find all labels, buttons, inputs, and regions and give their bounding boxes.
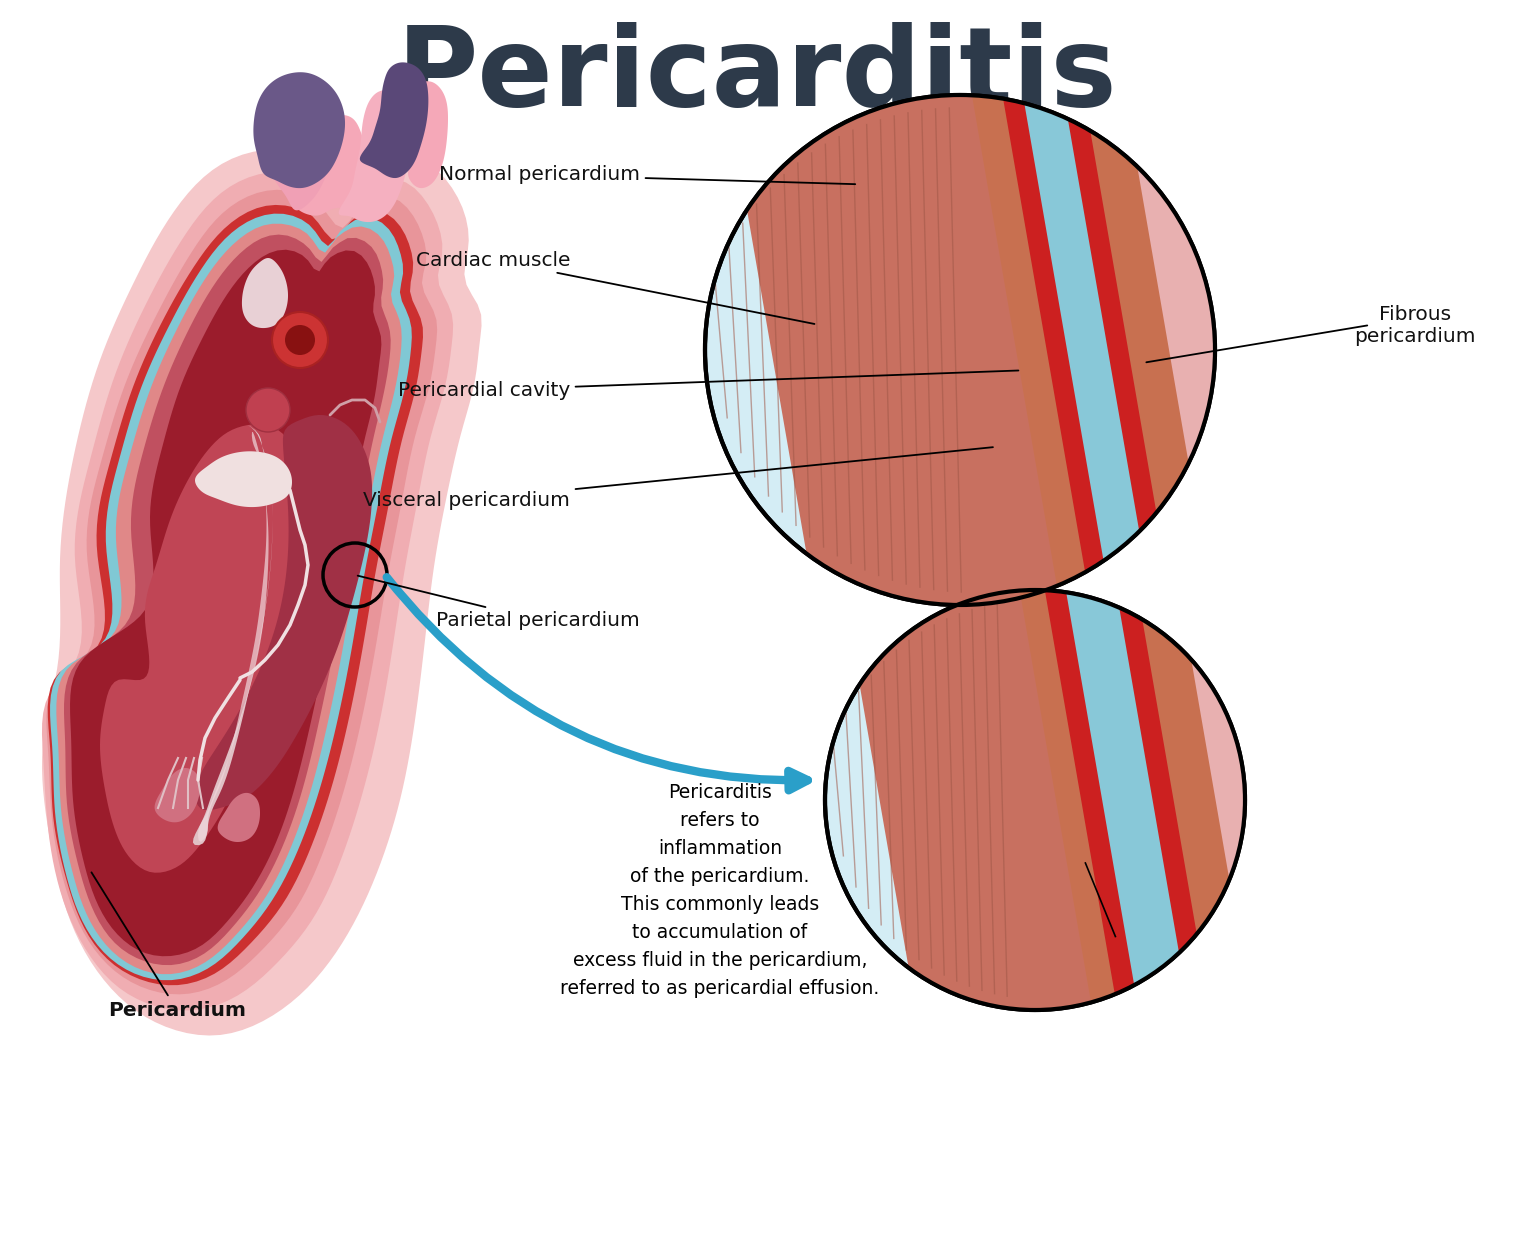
Polygon shape: [339, 89, 412, 222]
Polygon shape: [970, 273, 991, 350]
Polygon shape: [294, 116, 371, 216]
Polygon shape: [195, 451, 292, 507]
Text: Pericarditis
refers to
inflammation
of the pericardium.
This commonly leads
to a: Pericarditis refers to inflammation of t…: [561, 782, 880, 997]
Polygon shape: [195, 415, 373, 810]
Circle shape: [245, 388, 289, 432]
Polygon shape: [826, 484, 1127, 1115]
Polygon shape: [1042, 0, 1204, 733]
Text: Pericardium: Pericardium: [91, 872, 245, 1020]
Text: Parietal pericardium: Parietal pericardium: [358, 575, 639, 630]
Polygon shape: [1098, 484, 1236, 1115]
Polygon shape: [1062, 0, 1245, 733]
Polygon shape: [50, 214, 412, 980]
Polygon shape: [192, 425, 273, 846]
Polygon shape: [100, 425, 298, 873]
Polygon shape: [70, 250, 382, 956]
Polygon shape: [56, 224, 401, 974]
Polygon shape: [704, 0, 1103, 733]
Polygon shape: [198, 432, 268, 842]
Polygon shape: [1027, 484, 1165, 1115]
Polygon shape: [47, 190, 438, 995]
Circle shape: [826, 590, 1245, 1010]
Text: Pericarditis: Pericarditis: [397, 21, 1118, 128]
Polygon shape: [253, 72, 345, 188]
Polygon shape: [361, 62, 429, 178]
Polygon shape: [1001, 484, 1153, 1115]
Polygon shape: [218, 792, 261, 842]
Circle shape: [273, 312, 329, 368]
Text: Fibrous
pericardium: Fibrous pericardium: [1354, 304, 1476, 345]
Circle shape: [704, 94, 1215, 605]
Polygon shape: [42, 150, 482, 1036]
Polygon shape: [1047, 484, 1215, 1115]
Polygon shape: [408, 81, 448, 188]
Polygon shape: [64, 235, 391, 965]
Text: Pericardial cavity: Pericardial cavity: [398, 370, 1018, 400]
Polygon shape: [1120, 484, 1279, 1115]
Polygon shape: [1160, 484, 1354, 1115]
Polygon shape: [42, 171, 453, 1011]
Polygon shape: [980, 0, 1144, 733]
Text: Cardiac muscle: Cardiac muscle: [415, 251, 815, 324]
Polygon shape: [950, 0, 1133, 733]
Text: Normal pericardium: Normal pericardium: [439, 165, 856, 185]
Polygon shape: [1103, 0, 1347, 733]
Circle shape: [285, 325, 315, 355]
Polygon shape: [268, 112, 332, 210]
Polygon shape: [155, 768, 200, 822]
Polygon shape: [48, 205, 423, 985]
Polygon shape: [1001, 0, 1185, 733]
Text: Visceral pericardium: Visceral pericardium: [364, 447, 992, 509]
Polygon shape: [242, 258, 288, 328]
